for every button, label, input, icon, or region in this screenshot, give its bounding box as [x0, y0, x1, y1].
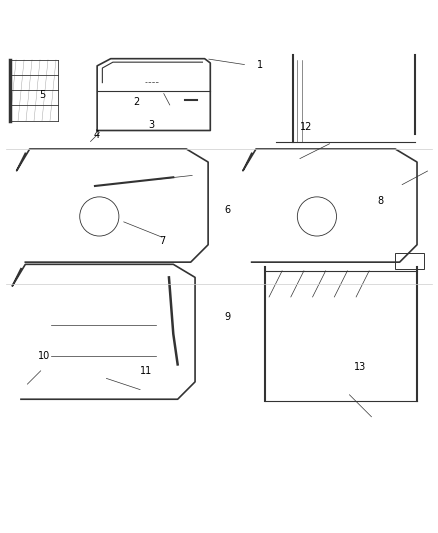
Text: 6: 6 [225, 205, 231, 215]
Bar [395, 254, 424, 269]
Text: 11: 11 [140, 366, 152, 376]
Text: 1: 1 [257, 60, 263, 70]
Text: 9: 9 [225, 312, 231, 321]
Text: 2: 2 [133, 97, 139, 107]
Text: 8: 8 [377, 196, 383, 206]
Text: 10: 10 [38, 351, 50, 361]
Text: 5: 5 [39, 90, 46, 100]
Text: 4: 4 [93, 130, 99, 140]
Text: 12: 12 [300, 122, 312, 132]
Text: 13: 13 [354, 362, 367, 373]
Text: 7: 7 [159, 236, 166, 246]
Text: 3: 3 [148, 119, 155, 130]
